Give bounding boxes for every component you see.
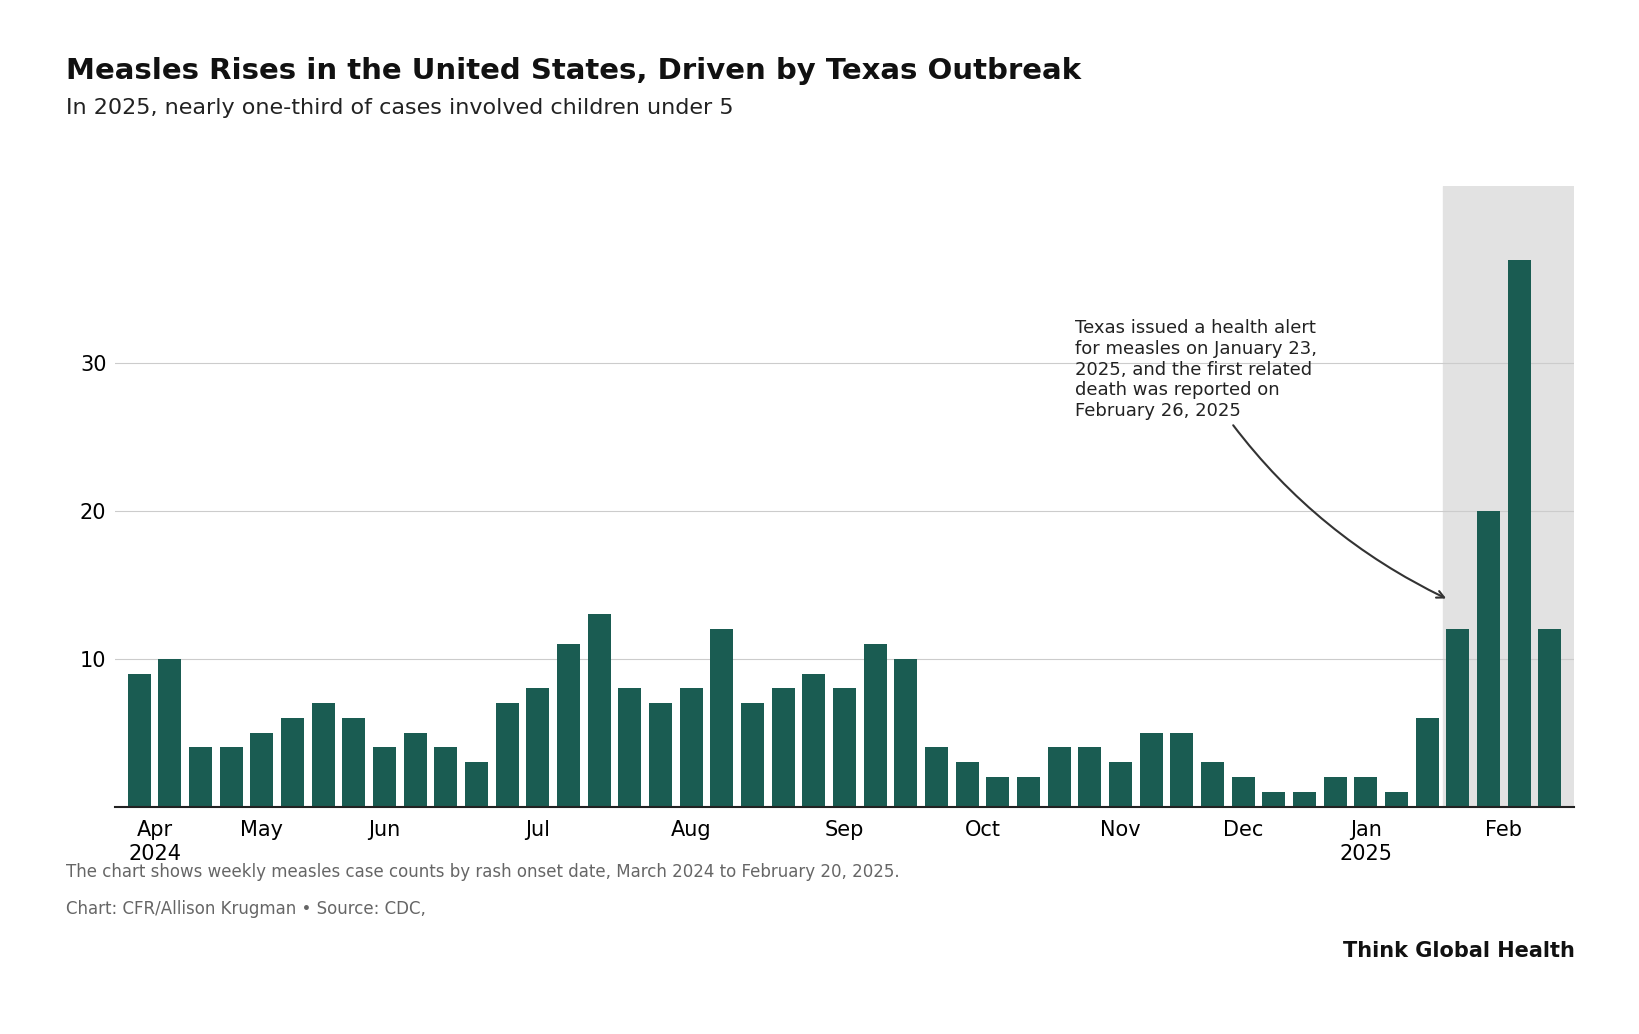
Bar xyxy=(741,703,764,807)
Bar xyxy=(526,689,549,807)
Bar xyxy=(1442,186,1573,807)
Text: Texas issued a health alert
for measles on January 23,
2025, and the first relat: Texas issued a health alert for measles … xyxy=(1074,320,1444,598)
Bar xyxy=(220,748,243,807)
Bar xyxy=(465,762,488,807)
Bar xyxy=(1139,733,1162,807)
Text: Chart: CFR/Allison Krugman • Source: CDC,: Chart: CFR/Allison Krugman • Source: CDC… xyxy=(66,900,425,917)
Bar xyxy=(557,644,580,807)
Bar xyxy=(159,659,182,807)
Bar xyxy=(801,673,824,807)
Bar xyxy=(188,748,211,807)
Bar xyxy=(1446,630,1469,807)
Bar xyxy=(956,762,978,807)
Bar xyxy=(924,748,947,807)
Bar xyxy=(403,733,426,807)
Bar xyxy=(434,748,457,807)
Text: The chart shows weekly measles case counts by rash onset date, March 2024 to Feb: The chart shows weekly measles case coun… xyxy=(66,863,898,881)
Bar xyxy=(1200,762,1223,807)
Text: Think Global Health: Think Global Health xyxy=(1342,941,1573,961)
Bar xyxy=(710,630,733,807)
Bar xyxy=(649,703,672,807)
Bar xyxy=(1385,792,1408,807)
Bar xyxy=(893,659,916,807)
Bar xyxy=(1262,792,1285,807)
Bar xyxy=(1414,718,1437,807)
Bar xyxy=(128,673,151,807)
Bar xyxy=(833,689,856,807)
Text: In 2025, nearly one-third of cases involved children under 5: In 2025, nearly one-third of cases invol… xyxy=(66,98,733,118)
Bar xyxy=(1170,733,1193,807)
Bar xyxy=(1108,762,1131,807)
Bar xyxy=(772,689,795,807)
Bar xyxy=(1047,748,1070,807)
Bar xyxy=(1323,777,1346,807)
Bar xyxy=(1231,777,1254,807)
Bar xyxy=(343,718,365,807)
Bar xyxy=(587,614,610,807)
Bar xyxy=(311,703,334,807)
Bar xyxy=(618,689,641,807)
Bar xyxy=(495,703,518,807)
Text: Measles Rises in the United States, Driven by Texas Outbreak: Measles Rises in the United States, Driv… xyxy=(66,57,1080,85)
Bar xyxy=(1016,777,1039,807)
Bar xyxy=(280,718,303,807)
Bar xyxy=(1292,792,1314,807)
Bar xyxy=(864,644,887,807)
Bar xyxy=(1506,260,1529,807)
Bar xyxy=(985,777,1008,807)
Bar xyxy=(251,733,274,807)
Bar xyxy=(1537,630,1560,807)
Bar xyxy=(680,689,703,807)
Bar xyxy=(1354,777,1377,807)
Bar xyxy=(374,748,397,807)
Bar xyxy=(1078,748,1101,807)
Bar xyxy=(1477,511,1500,807)
